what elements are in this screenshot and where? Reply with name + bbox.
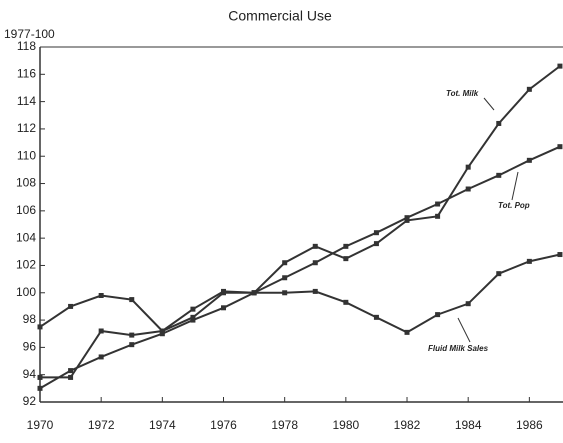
marker	[496, 172, 502, 178]
marker	[129, 332, 135, 338]
y-axis-label: 1977-100	[4, 27, 55, 41]
marker	[557, 144, 563, 150]
y-tick-label: 98	[23, 312, 37, 326]
y-tick-label: 106	[16, 203, 36, 217]
y-tick-label: 116	[17, 66, 36, 80]
marker	[282, 290, 288, 296]
series-line	[39, 253, 561, 334]
marker	[435, 213, 441, 219]
marker	[435, 201, 441, 207]
y-tick-label: 118	[17, 39, 36, 53]
x-tick-label: 1986	[516, 418, 543, 432]
annotation: Tot. Milk	[446, 89, 479, 98]
marker	[343, 299, 349, 305]
marker	[129, 297, 135, 303]
y-tick-label: 92	[23, 394, 37, 408]
marker	[68, 368, 74, 374]
y-tick-label: 108	[16, 176, 36, 190]
marker	[159, 331, 165, 337]
marker	[373, 314, 379, 320]
marker	[251, 290, 257, 296]
marker	[221, 305, 227, 311]
marker	[282, 275, 288, 281]
chart-title: Commercial Use	[228, 8, 332, 24]
x-tick-label: 1982	[394, 418, 421, 432]
y-tick-label: 96	[23, 340, 37, 354]
marker	[98, 354, 104, 360]
x-tick-label: 1980	[332, 418, 359, 432]
marker	[37, 324, 43, 330]
marker	[312, 260, 318, 266]
marker	[37, 385, 43, 391]
marker	[526, 258, 532, 264]
marker	[404, 217, 410, 223]
y-tick-label: 112	[17, 121, 36, 135]
marker	[465, 301, 471, 307]
marker	[465, 186, 471, 192]
x-tick-label: 1976	[210, 418, 237, 432]
marker	[68, 303, 74, 309]
y-tick-label: 114	[17, 94, 36, 108]
marker	[159, 328, 165, 334]
y-tick-label: 102	[16, 258, 36, 272]
marker	[68, 374, 74, 380]
leader-line	[511, 171, 519, 201]
series-line	[39, 145, 561, 390]
x-tick-label: 1970	[27, 418, 54, 432]
y-tick-label: 94	[23, 367, 37, 381]
marker	[343, 256, 349, 262]
marker	[343, 243, 349, 249]
marker	[190, 317, 196, 323]
marker	[373, 230, 379, 236]
marker	[312, 288, 318, 294]
x-tick-label: 1974	[149, 418, 176, 432]
marker	[312, 243, 318, 249]
marker	[496, 271, 502, 277]
y-tick-label: 104	[16, 230, 36, 244]
marker	[465, 164, 471, 170]
marker	[190, 314, 196, 320]
marker	[435, 312, 441, 318]
leader-line	[483, 97, 495, 111]
series-line	[40, 65, 561, 379]
marker	[98, 293, 104, 298]
x-tick-label: 1978	[271, 418, 298, 432]
marker	[526, 86, 532, 92]
marker	[557, 252, 563, 258]
marker	[404, 329, 410, 335]
marker	[496, 120, 502, 126]
marker	[557, 63, 563, 69]
annotation: Fluid Milk Sales	[428, 344, 489, 353]
marker	[190, 306, 196, 312]
marker	[526, 157, 532, 163]
marker	[98, 328, 104, 334]
marker	[404, 215, 410, 221]
x-tick-label: 1984	[455, 418, 482, 432]
annotation: Tot. Pop	[498, 201, 530, 210]
marker	[373, 241, 379, 247]
x-tick-label: 1972	[88, 418, 115, 432]
marker	[221, 290, 227, 296]
leader-line	[457, 317, 471, 343]
marker	[282, 260, 288, 266]
y-tick-label: 100	[16, 285, 36, 299]
marker	[129, 342, 135, 348]
y-tick-label: 110	[17, 148, 36, 162]
marker	[37, 374, 43, 380]
